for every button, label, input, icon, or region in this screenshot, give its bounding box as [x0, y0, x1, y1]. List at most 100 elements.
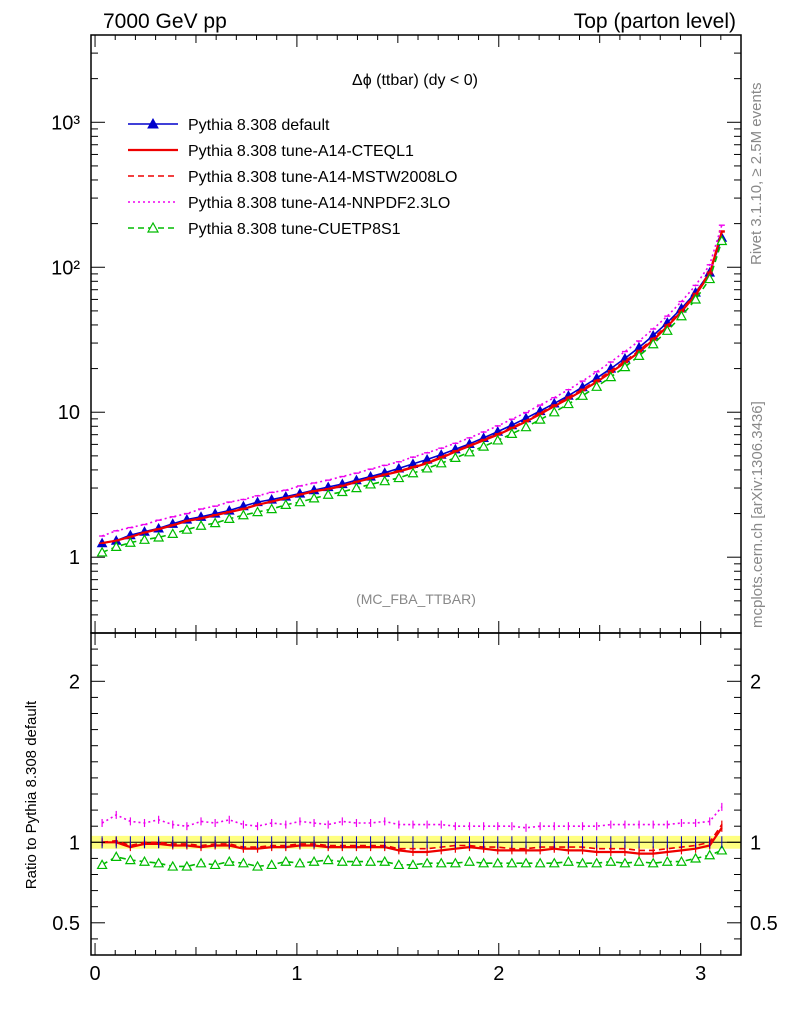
- main-point-pythia-8-308-tune-cuetp8s1: [647, 338, 659, 349]
- main-point-pythia-8-308-tune-cuetp8s1: [661, 324, 673, 335]
- ratio-y-tick-label: 1: [69, 832, 80, 854]
- main-line-pythia-8-308-tune-a14-nnpdf2-3lo: [101, 224, 723, 537]
- x-tick-label: 3: [695, 963, 706, 985]
- ratio-point-pythia-8-308-tune-cuetp8s1: [435, 857, 447, 868]
- analysis-tag: (MC_FBA_TTBAR): [356, 591, 476, 607]
- legend-label-pythia-8-308-tune-cuetp8s1: Pythia 8.308 tune-CUETP8S1: [188, 221, 401, 238]
- main-point-pythia-8-308-tune-cuetp8s1: [605, 371, 617, 382]
- main-line-pythia-8-308-tune-a14-cteql1: [101, 231, 723, 545]
- ratio-point-pythia-8-308-tune-cuetp8s1: [506, 857, 518, 868]
- main-point-pythia-8-308-tune-cuetp8s1: [153, 531, 165, 542]
- ratio-point-pythia-8-308-tune-cuetp8s1: [195, 857, 207, 868]
- main-point-pythia-8-308-tune-cuetp8s1: [167, 528, 179, 539]
- main-point-pythia-8-308-tune-cuetp8s1: [365, 478, 377, 489]
- main-series-group: [96, 224, 728, 557]
- main-point-pythia-8-308-tune-cuetp8s1: [690, 293, 702, 304]
- ratio-point-pythia-8-308-tune-cuetp8s1: [379, 855, 391, 866]
- ratio-point-pythia-8-308-tune-cuetp8s1: [633, 855, 645, 866]
- legend-label-pythia-8-308-default: Pythia 8.308 default: [188, 117, 330, 134]
- main-point-pythia-8-308-tune-cuetp8s1: [506, 428, 518, 438]
- ratio-point-pythia-8-308-tune-cuetp8s1: [110, 851, 122, 861]
- main-point-pythia-8-308-tune-cuetp8s1: [619, 361, 631, 372]
- main-point-pythia-8-308-tune-cuetp8s1: [195, 519, 207, 530]
- main-point-pythia-8-308-tune-cuetp8s1: [675, 310, 687, 321]
- main-point-pythia-8-308-tune-cuetp8s1: [534, 413, 546, 424]
- main-point-pythia-8-308-tune-cuetp8s1: [379, 475, 391, 486]
- ratio-point-pythia-8-308-tune-cuetp8s1: [280, 855, 292, 866]
- ratio-point-pythia-8-308-tune-cuetp8s1: [520, 857, 532, 868]
- main-point-pythia-8-308-tune-cuetp8s1: [562, 398, 574, 409]
- x-tick-label: 0: [89, 963, 100, 985]
- plot-title: Δϕ (ttbar) (dy < 0): [352, 72, 478, 89]
- main-point-pythia-8-308-tune-cuetp8s1: [591, 380, 603, 391]
- main-y-tick-label: 10: [58, 402, 80, 424]
- main-line-pythia-8-308-default: [101, 237, 723, 544]
- ratio-point-pythia-8-308-tune-cuetp8s1: [223, 855, 235, 866]
- main-point-pythia-8-308-tune-cuetp8s1: [449, 452, 461, 462]
- main-point-pythia-8-308-tune-cuetp8s1: [463, 446, 476, 457]
- ratio-series-group: [96, 802, 728, 871]
- ratio-point-pythia-8-308-tune-cuetp8s1: [308, 855, 320, 866]
- ratio-point-pythia-8-308-tune-cuetp8s1: [209, 859, 221, 870]
- header-left-label: 7000 GeV pp: [103, 10, 227, 33]
- ratio-point-pythia-8-308-tune-cuetp8s1: [478, 857, 490, 868]
- ratio-panel-frame: [90, 632, 742, 956]
- main-point-pythia-8-308-tune-cuetp8s1: [294, 496, 306, 507]
- main-point-pythia-8-308-tune-cuetp8s1: [308, 492, 320, 503]
- main-point-pythia-8-308-tune-cuetp8s1: [209, 517, 221, 528]
- main-point-pythia-8-308-tune-cuetp8s1: [393, 472, 405, 483]
- header-right-label: Top (parton level): [574, 10, 736, 33]
- ratio-point-pythia-8-308-tune-cuetp8s1: [96, 859, 108, 870]
- main-point-pythia-8-308-tune-cuetp8s1: [280, 499, 292, 509]
- ratio-point-pythia-8-308-tune-cuetp8s1: [661, 855, 673, 866]
- legend-marker-pythia-8-308-default: [147, 117, 159, 129]
- ratio-point-pythia-8-308-tune-cuetp8s1: [591, 857, 603, 868]
- x-tick-label: 2: [493, 963, 504, 985]
- ratio-y-tick-label-right: 2: [750, 671, 761, 693]
- main-point-pythia-8-308-tune-cuetp8s1: [336, 486, 348, 497]
- main-point-pythia-8-308-tune-cuetp8s1: [350, 482, 362, 493]
- ratio-point-pythia-8-308-tune-cuetp8s1: [421, 857, 433, 868]
- ratio-point-pythia-8-308-tune-cuetp8s1: [605, 855, 617, 866]
- main-point-pythia-8-308-tune-cuetp8s1: [421, 462, 433, 473]
- main-line-pythia-8-308-tune-cuetp8s1: [101, 240, 723, 554]
- ratio-y-tick-label: 2: [69, 671, 80, 693]
- main-point-pythia-8-308-tune-cuetp8s1: [322, 488, 334, 499]
- main-y-tick-label: 10³: [51, 112, 80, 134]
- ratio-point-pythia-8-308-tune-cuetp8s1: [350, 855, 362, 866]
- main-point-pythia-8-308-tune-cuetp8s1: [237, 509, 249, 520]
- ratio-point-pythia-8-308-tune-cuetp8s1: [647, 857, 659, 868]
- ratio-point-pythia-8-308-tune-cuetp8s1: [690, 852, 702, 863]
- ratio-point-pythia-8-308-tune-cuetp8s1: [449, 857, 461, 868]
- main-point-pythia-8-308-tune-cuetp8s1: [478, 440, 490, 451]
- ratio-y-tick-label-right: 1: [750, 832, 761, 854]
- main-y-tick-label: 1: [69, 547, 80, 569]
- ratio-point-pythia-8-308-tune-cuetp8s1: [336, 855, 348, 866]
- ratio-point-pythia-8-308-tune-cuetp8s1: [365, 855, 377, 866]
- main-point-pythia-8-308-tune-cuetp8s1: [435, 457, 447, 468]
- ratio-point-pythia-8-308-tune-cuetp8s1: [153, 857, 165, 868]
- main-y-tick-label: 10²: [51, 257, 80, 279]
- ratio-point-pythia-8-308-tune-cuetp8s1: [716, 844, 728, 855]
- main-point-pythia-8-308-tune-cuetp8s1: [110, 541, 122, 551]
- ratio-point-pythia-8-308-tune-cuetp8s1: [294, 857, 306, 868]
- ratio-point-pythia-8-308-tune-cuetp8s1: [463, 855, 476, 866]
- main-point-pythia-8-308-tune-cuetp8s1: [407, 467, 419, 478]
- main-point-pythia-8-308-tune-cuetp8s1: [520, 421, 532, 432]
- ratio-point-pythia-8-308-tune-cuetp8s1: [619, 857, 631, 868]
- ratio-point-pythia-8-308-tune-cuetp8s1: [322, 854, 334, 865]
- ratio-point-pythia-8-308-tune-cuetp8s1: [167, 860, 179, 871]
- main-point-pythia-8-308-tune-cuetp8s1: [548, 406, 560, 417]
- ratio-point-pythia-8-308-tune-cuetp8s1: [407, 859, 419, 870]
- main-point-pythia-8-308-tune-cuetp8s1: [704, 273, 716, 284]
- ratio-point-pythia-8-308-tune-cuetp8s1: [675, 855, 687, 866]
- ratio-point-pythia-8-308-tune-cuetp8s1: [124, 854, 136, 865]
- ratio-line-pythia-8-308-tune-cuetp8s1: [101, 849, 723, 868]
- ratio-point-pythia-8-308-tune-cuetp8s1: [492, 857, 504, 868]
- axes-group: 0 1 2 3 1 10 10² 10³ 0.5 0.5 1 1 2 2: [51, 34, 778, 985]
- main-point-pythia-8-308-tune-cuetp8s1: [266, 503, 278, 514]
- legend-label-pythia-8-308-tune-a14-cteql1: Pythia 8.308 tune-A14-CTEQL1: [188, 143, 414, 160]
- ratio-line-pythia-8-308-tune-a14-nnpdf2-3lo: [101, 806, 723, 829]
- ratio-point-pythia-8-308-tune-cuetp8s1: [534, 857, 546, 868]
